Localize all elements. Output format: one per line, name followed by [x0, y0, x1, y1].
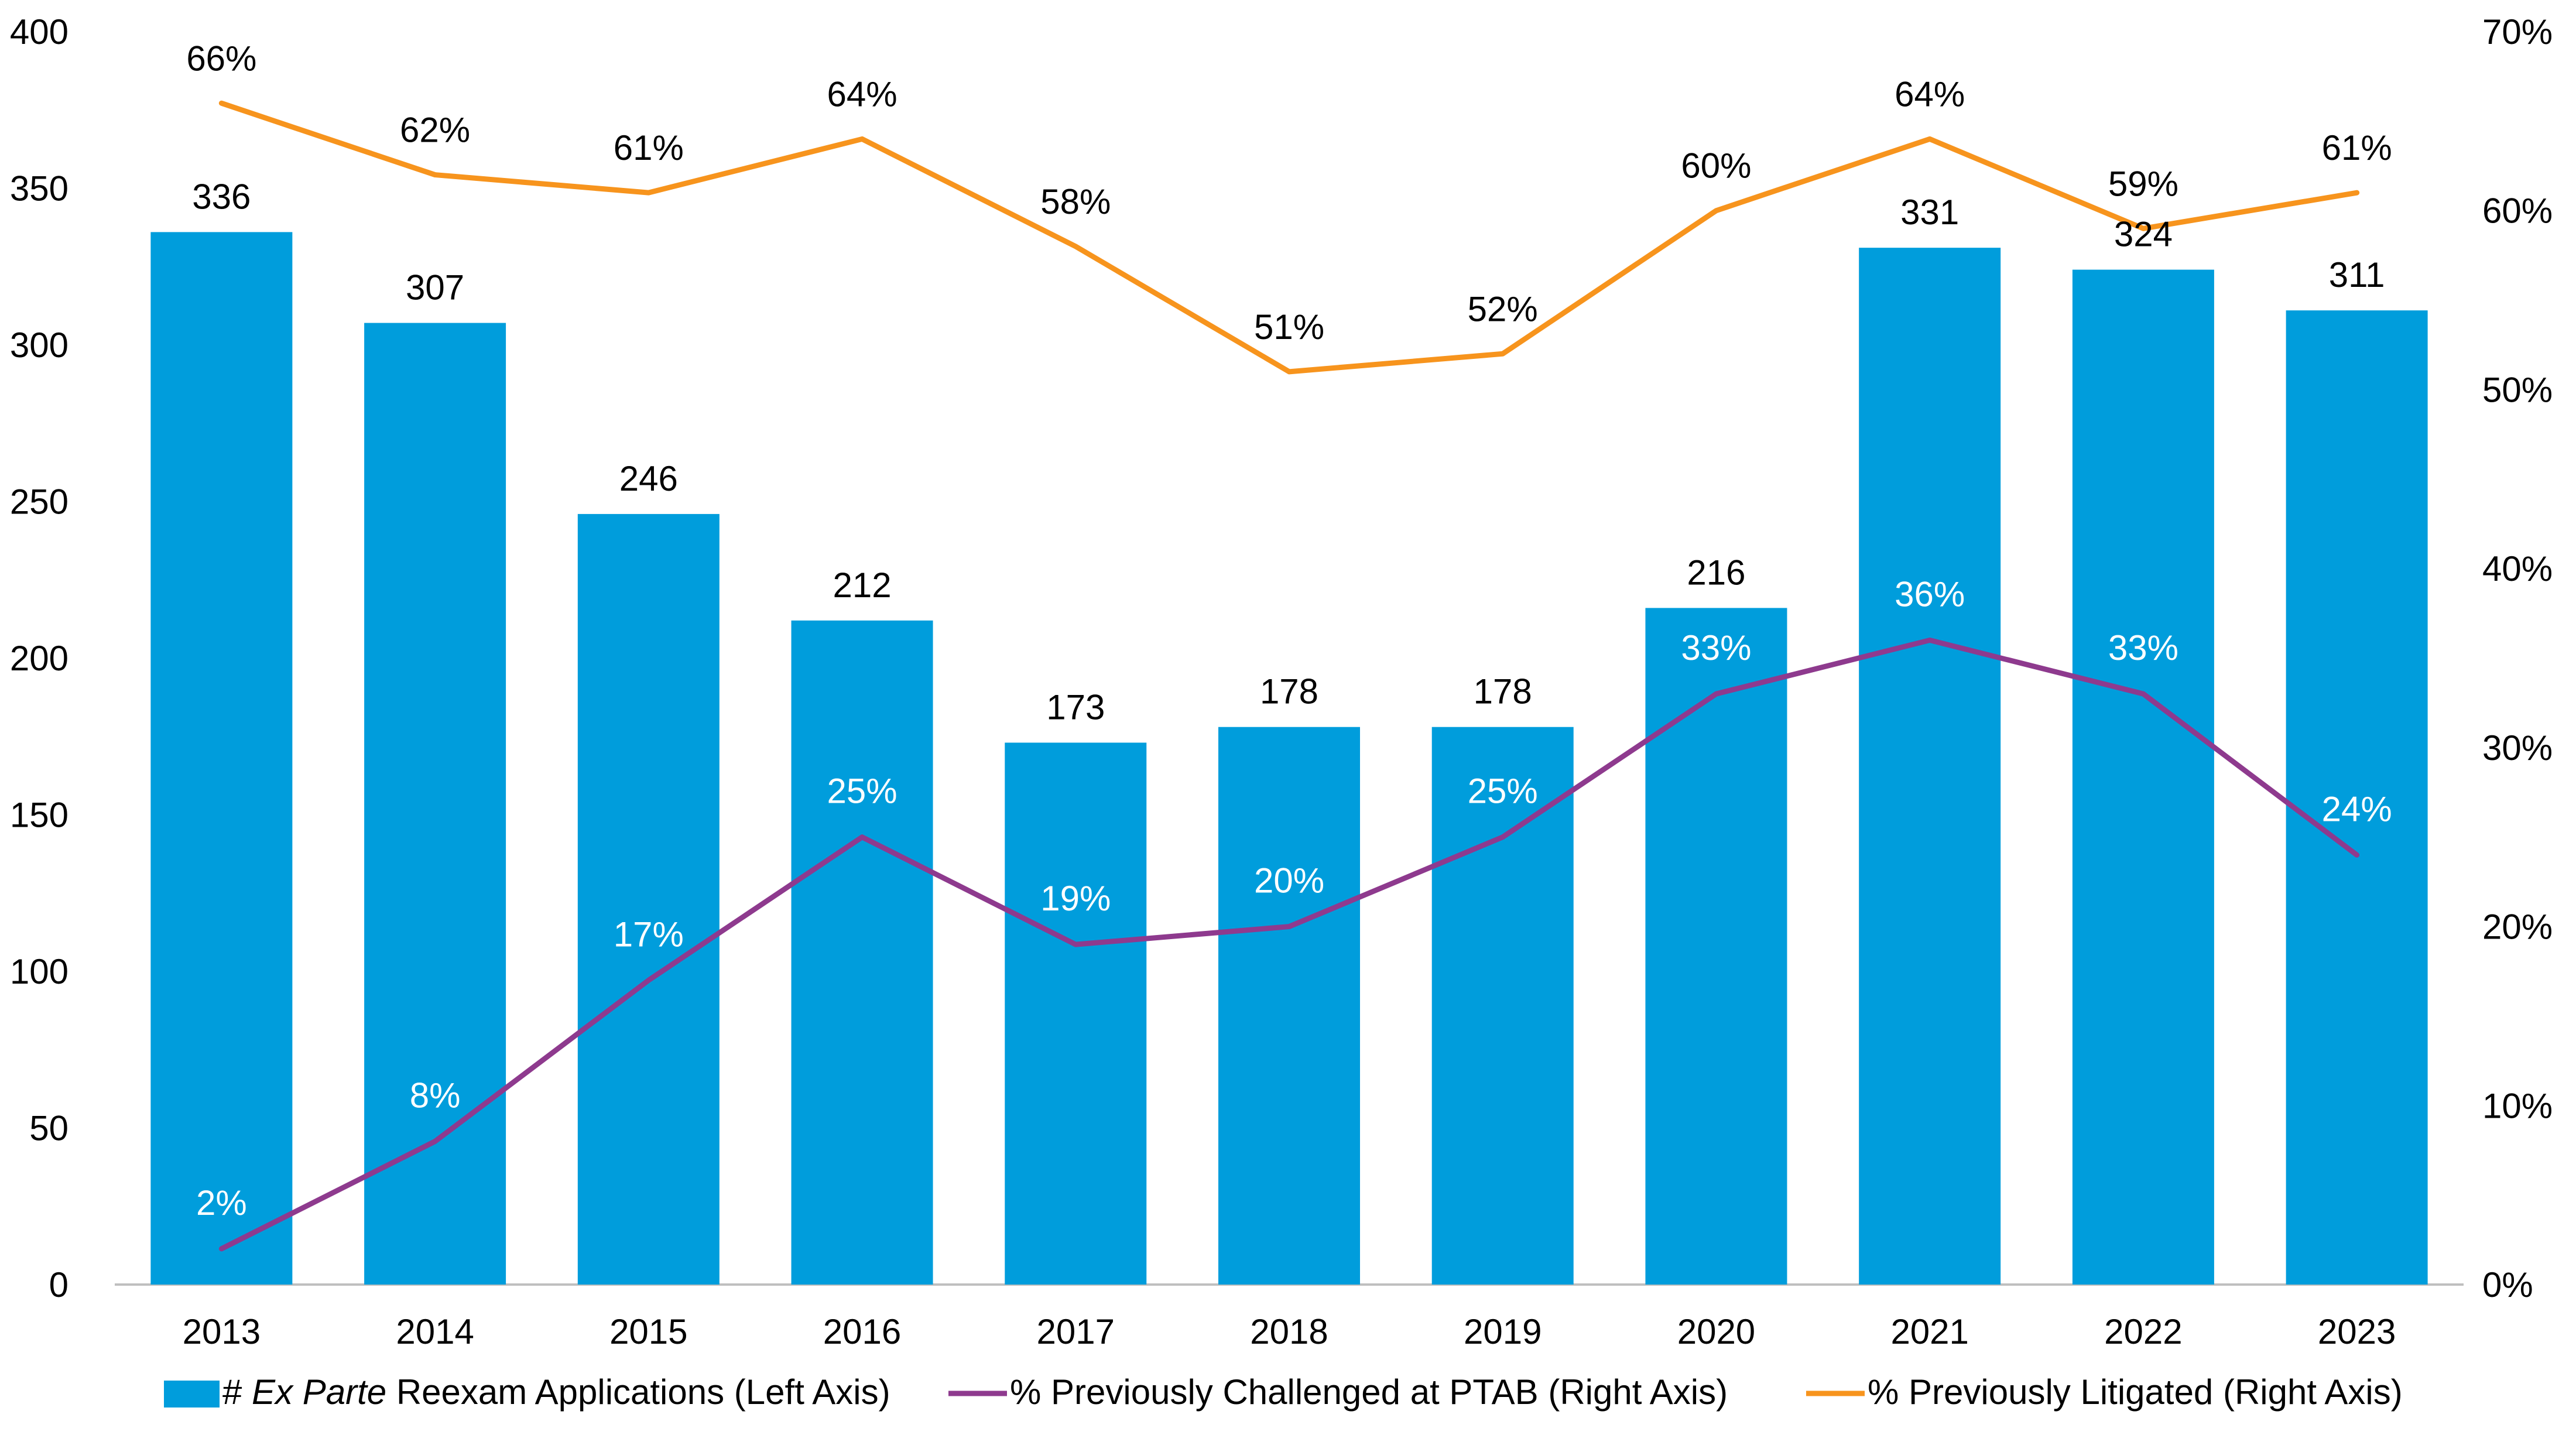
x-axis-tick-label: 2020: [1677, 1312, 1755, 1351]
bar: [578, 514, 720, 1285]
bar-value-label: 307: [406, 268, 464, 307]
right-axis-tick-label: 70%: [2482, 12, 2553, 52]
x-axis-tick-label: 2022: [2104, 1312, 2182, 1351]
bar: [1218, 727, 1360, 1285]
left-axis-tick-label: 200: [10, 639, 68, 678]
legend-label-bar: # Ex Parte Reexam Applications (Left Axi…: [222, 1372, 890, 1412]
left-axis-tick-label: 0: [49, 1265, 68, 1304]
litigated-data-label: 58%: [1040, 182, 1111, 221]
x-axis-tick-label: 2018: [1250, 1312, 1328, 1351]
litigated-data-label: 64%: [827, 74, 897, 114]
bar-value-label: 246: [619, 459, 678, 498]
ptab-data-label: 33%: [2108, 628, 2178, 667]
bar-value-label: 178: [1260, 672, 1318, 711]
legend-label-litigated: % Previously Litigated (Right Axis): [1868, 1372, 2403, 1412]
legend: # Ex Parte Reexam Applications (Left Axi…: [164, 1372, 2403, 1412]
bar: [1645, 608, 1787, 1285]
litigated-data-label: 59%: [2108, 164, 2178, 203]
x-axis-tick-label: 2015: [609, 1312, 687, 1351]
legend-swatch-bar: [164, 1381, 220, 1408]
combo-chart: 0 50 100 150 200 250 300 350 400 0% 10% 20% 30% 40% 50…: [0, 0, 2576, 1449]
litigated-data-label: 60%: [1681, 146, 1751, 186]
litigated-data-label: 61%: [614, 128, 684, 167]
x-axis-tick-label: 2016: [823, 1312, 901, 1351]
litigated-data-label: 62%: [400, 111, 470, 150]
left-axis-tick-label: 100: [10, 952, 68, 991]
chart: 0 50 100 150 200 250 300 350 400 0% 10% 20% 30% 40% 50…: [0, 0, 2576, 1449]
ptab-data-label: 24%: [2322, 789, 2392, 828]
ptab-data-label: 25%: [1468, 772, 1538, 811]
bar: [150, 232, 292, 1285]
right-axis-tick-label: 30%: [2482, 728, 2553, 768]
right-axis-tick-label: 60%: [2482, 191, 2553, 231]
right-axis-tick-label: 20%: [2482, 908, 2553, 947]
ptab-data-label: 33%: [1681, 628, 1751, 667]
litigated-data-label: 52%: [1468, 289, 1538, 328]
bar-value-label: 331: [1900, 193, 1959, 232]
left-axis-tick-label: 250: [10, 482, 68, 522]
left-axis-tick-label: 150: [10, 796, 68, 835]
ptab-data-label: 8%: [410, 1076, 461, 1115]
bars: [150, 232, 2427, 1285]
right-axis-tick-label: 10%: [2482, 1086, 2553, 1125]
bar: [2073, 270, 2214, 1285]
ptab-data-label: 2%: [196, 1183, 247, 1222]
bar: [792, 621, 933, 1285]
litigated-data-label: 61%: [2322, 128, 2392, 167]
x-axis-tick-label: 2021: [1890, 1312, 1968, 1351]
bar-value-label: 173: [1046, 687, 1105, 727]
left-axis-tick-label: 350: [10, 169, 68, 208]
left-axis-tick-label: 400: [10, 12, 68, 52]
x-axis-tick-label: 2013: [183, 1312, 261, 1351]
ptab-data-label: 20%: [1254, 861, 1324, 900]
x-axis-tick-label: 2019: [1464, 1312, 1542, 1351]
bar-value-label: 212: [833, 566, 891, 605]
ptab-data-label: 19%: [1040, 879, 1111, 918]
x-axis-tick-label: 2014: [396, 1312, 474, 1351]
bar: [1859, 248, 2000, 1285]
bar-value-label: 216: [1687, 553, 1745, 592]
left-axis-tick-label: 50: [29, 1109, 68, 1148]
right-axis-tick-label: 0%: [2482, 1265, 2533, 1304]
bar-value-label: 178: [1474, 672, 1532, 711]
litigated-data-label: 51%: [1254, 307, 1324, 347]
x-axis-tick-label: 2023: [2318, 1312, 2396, 1351]
ptab-data-label: 25%: [827, 772, 897, 811]
right-axis-tick-label: 40%: [2482, 549, 2553, 588]
bar-value-label: 311: [2329, 255, 2385, 294]
litigated-data-label: 66%: [186, 39, 256, 78]
bar-value-label: 324: [2114, 215, 2173, 254]
ptab-data-label: 17%: [614, 915, 684, 954]
ptab-data-label: 36%: [1895, 574, 1965, 614]
litigated-data-label: 64%: [1895, 74, 1965, 114]
bar-value-label: 336: [192, 177, 251, 216]
left-axis-tick-label: 300: [10, 326, 68, 365]
right-axis-tick-label: 50%: [2482, 370, 2553, 409]
legend-label-ptab: % Previously Challenged at PTAB (Right A…: [1010, 1372, 1728, 1412]
bar: [1005, 742, 1146, 1285]
x-axis-tick-label: 2017: [1037, 1312, 1115, 1351]
